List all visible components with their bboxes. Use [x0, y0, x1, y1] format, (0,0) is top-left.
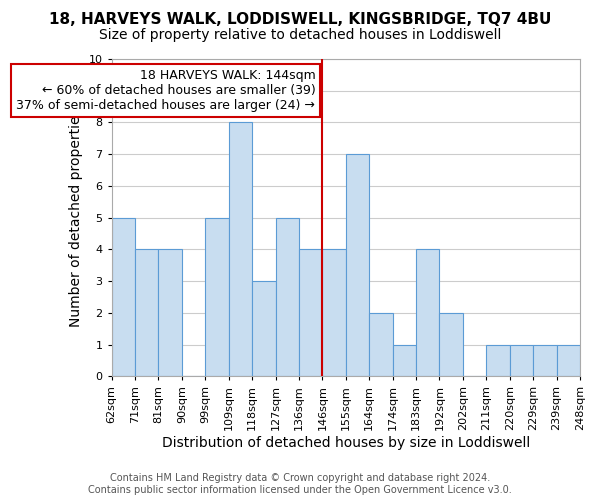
Text: Contains HM Land Registry data © Crown copyright and database right 2024.
Contai: Contains HM Land Registry data © Crown c…: [88, 474, 512, 495]
Bar: [135, 250, 158, 376]
Y-axis label: Number of detached properties: Number of detached properties: [69, 108, 83, 327]
Bar: [416, 250, 439, 376]
Bar: [439, 313, 463, 376]
Bar: [299, 250, 322, 376]
Bar: [158, 250, 182, 376]
Bar: [392, 344, 416, 376]
Bar: [275, 218, 299, 376]
Text: Size of property relative to detached houses in Loddiswell: Size of property relative to detached ho…: [99, 28, 501, 42]
Bar: [252, 281, 275, 376]
Bar: [487, 344, 510, 376]
Bar: [229, 122, 252, 376]
Bar: [557, 344, 580, 376]
Bar: [369, 313, 392, 376]
X-axis label: Distribution of detached houses by size in Loddiswell: Distribution of detached houses by size …: [161, 436, 530, 450]
Bar: [205, 218, 229, 376]
Bar: [533, 344, 557, 376]
Bar: [510, 344, 533, 376]
Bar: [346, 154, 369, 376]
Bar: [112, 218, 135, 376]
Bar: [322, 250, 346, 376]
Text: 18, HARVEYS WALK, LODDISWELL, KINGSBRIDGE, TQ7 4BU: 18, HARVEYS WALK, LODDISWELL, KINGSBRIDG…: [49, 12, 551, 28]
Text: 18 HARVEYS WALK: 144sqm
← 60% of detached houses are smaller (39)
37% of semi-de: 18 HARVEYS WALK: 144sqm ← 60% of detache…: [16, 68, 316, 112]
